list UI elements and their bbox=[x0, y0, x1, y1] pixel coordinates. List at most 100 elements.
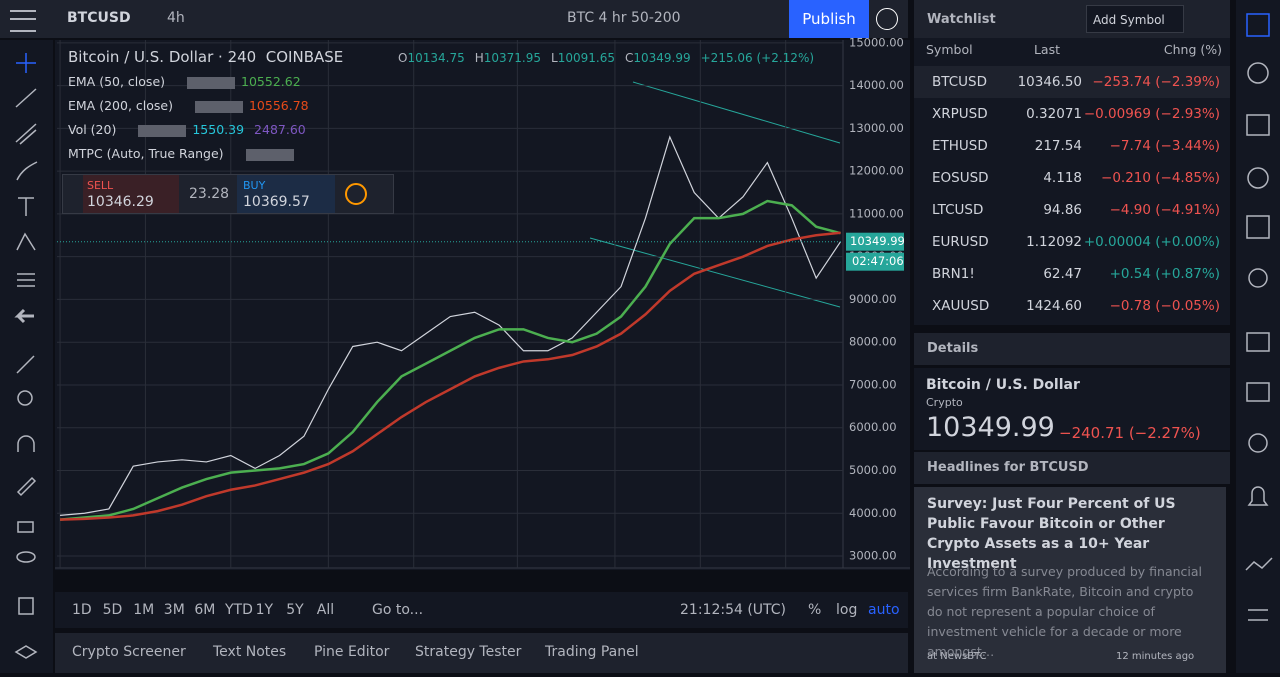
y-tick-label: 4000.00 bbox=[849, 506, 897, 520]
details-title: Details bbox=[927, 341, 979, 356]
symbol-name: Bitcoin / U.S. Dollar bbox=[68, 48, 214, 66]
watchlist-row[interactable]: EURUSD 1.12092 +0.00004 (+0.00%) bbox=[914, 226, 1230, 258]
right-icons bbox=[1245, 13, 1273, 621]
buy-label: BUY bbox=[243, 179, 266, 192]
watchlist-row[interactable]: BRN1! 62.47 +0.54 (+0.87%) bbox=[914, 258, 1230, 290]
tab[interactable]: Crypto Screener bbox=[72, 644, 186, 660]
column-header: Last bbox=[1033, 42, 1060, 57]
exchange: COINBASE bbox=[265, 48, 344, 66]
details-header: Details bbox=[914, 333, 1230, 365]
watchlist-row[interactable]: BTCUSD 10346.50 −253.74 (−2.39%) bbox=[914, 66, 1230, 98]
change: −0.00969 (−2.93%) bbox=[1083, 106, 1220, 122]
sell-button[interactable]: SELL 10346.29 bbox=[83, 175, 179, 213]
headline: Survey: Just Four Percent of US Public F… bbox=[927, 496, 1176, 572]
series-line bbox=[59, 199, 841, 521]
interval[interactable]: 4h bbox=[167, 10, 185, 26]
ohlc-value: 10349.99 bbox=[633, 51, 691, 65]
indicator: MTPC (Auto, True Range) bbox=[68, 146, 300, 161]
headline-body: According to a survey produced by financ… bbox=[927, 564, 1203, 659]
bottom-bar: Go to... 21:12:54 (UTC) % log auto 1D 5D 1… bbox=[55, 592, 908, 628]
range-button[interactable]: 5D bbox=[102, 602, 123, 618]
auto-toggle[interactable]: auto bbox=[868, 602, 900, 618]
last: 62.47 bbox=[1043, 266, 1082, 282]
range-button[interactable]: 1M bbox=[133, 602, 155, 618]
indicator-buttons bbox=[187, 76, 236, 89]
ohlc-key: C bbox=[624, 51, 634, 65]
publish-button[interactable]: Publish bbox=[789, 0, 869, 38]
chart-area: 3000.00 4000.00 5000.00 6000.00 7000.00 8000.… bbox=[55, 35, 910, 570]
tool-icons bbox=[14, 53, 38, 659]
watchlist-row[interactable]: XAUUSD 1424.60 −0.78 (−0.05%) bbox=[914, 290, 1230, 322]
buy-button[interactable]: BUY 10369.57 bbox=[237, 175, 335, 213]
watchlist-row[interactable]: XRPUSD 0.32071 −0.00969 (−2.93%) bbox=[914, 98, 1230, 130]
details-name: Bitcoin / U.S. Dollar bbox=[926, 377, 1080, 393]
indicator-name: EMA (200, close) bbox=[68, 98, 173, 113]
headline-source: at NewsBTC bbox=[927, 651, 987, 662]
range-button[interactable]: 1Y bbox=[255, 602, 274, 618]
change: −253.74 (−2.39%) bbox=[1092, 74, 1220, 90]
add-symbol[interactable]: Add Symbol bbox=[1086, 5, 1184, 33]
range-button[interactable]: 6M bbox=[194, 602, 216, 618]
channel-line bbox=[632, 81, 841, 144]
trade-panel: SELL 10346.29 23.28 BUY 10369.57 bbox=[62, 174, 394, 214]
details: Bitcoin / U.S. Dollar Crypto 10349.99 −2… bbox=[914, 368, 1230, 450]
y-tick-label: 11000.00 bbox=[849, 206, 904, 220]
ohlc-change: +215.06 (+2.12%) bbox=[700, 51, 815, 65]
indicator-name: MTPC (Auto, True Range) bbox=[68, 146, 224, 161]
chart-bg bbox=[55, 40, 910, 570]
top-bar: BTCUSD 4h BTC 4 hr 50-200 Publish bbox=[0, 0, 908, 38]
ohlc-value: 10371.95 bbox=[483, 51, 542, 65]
headline-card[interactable]: Survey: Just Four Percent of US Public F… bbox=[914, 487, 1226, 673]
column-header: Chng (%) bbox=[1163, 42, 1222, 57]
watchlist-row[interactable]: ETHUSD 217.54 −7.74 (−3.44%) bbox=[914, 130, 1230, 162]
goto[interactable]: Go to... bbox=[372, 602, 424, 618]
indicator-buttons bbox=[194, 100, 243, 113]
y-tick-label: 7000.00 bbox=[849, 377, 897, 391]
details-kind: Crypto bbox=[926, 396, 963, 409]
range-button[interactable]: 3M bbox=[163, 602, 185, 618]
replay-button[interactable] bbox=[876, 8, 898, 30]
ohlc-key: O bbox=[398, 51, 408, 65]
tab[interactable]: Pine Editor bbox=[314, 644, 390, 660]
watchlist-row[interactable]: EOSUSD 4.118 −0.210 (−4.85%) bbox=[914, 162, 1230, 194]
legend-title: Bitcoin / U.S. Dollar · 240 COINBASE bbox=[68, 48, 344, 66]
symbol[interactable]: BTCUSD bbox=[67, 10, 131, 26]
percent-toggle[interactable]: % bbox=[808, 602, 822, 618]
last: 94.86 bbox=[1043, 202, 1082, 218]
indicator-name: EMA (50, close) bbox=[68, 74, 166, 89]
symbol: XAUUSD bbox=[932, 298, 990, 314]
info-icon[interactable] bbox=[345, 183, 367, 205]
template[interactable]: BTC 4 hr 50-200 bbox=[567, 10, 681, 26]
last: 0.32071 bbox=[1026, 106, 1082, 122]
range-button[interactable]: 1D bbox=[72, 602, 92, 618]
tab[interactable]: Text Notes bbox=[213, 644, 287, 660]
series-line bbox=[59, 135, 842, 516]
ohlc-value: 10091.65 bbox=[557, 51, 615, 65]
price-tag-label: 10349.99 bbox=[850, 234, 905, 248]
indicator: EMA (200, close) 10556.78 bbox=[68, 98, 319, 113]
tab[interactable]: Strategy Tester bbox=[415, 644, 522, 660]
headlines-title: Headlines for BTCUSD bbox=[927, 460, 1089, 475]
sell-price: 10346.29 bbox=[87, 194, 154, 210]
y-tick-label: 13000.00 bbox=[849, 121, 904, 135]
range-button[interactable]: YTD bbox=[225, 602, 253, 618]
buy-price: 10369.57 bbox=[243, 194, 310, 210]
ohlc-key: L bbox=[551, 51, 558, 65]
series-line bbox=[60, 231, 841, 521]
last: 1.12092 bbox=[1026, 234, 1082, 250]
change: −4.90 (−4.91%) bbox=[1109, 202, 1220, 218]
spread: 23.28 bbox=[189, 186, 230, 202]
last: 1424.60 bbox=[1026, 298, 1082, 314]
indicator: EMA (50, close) 10552.62 bbox=[68, 74, 311, 89]
price-tag bbox=[846, 232, 904, 251]
y-tick-label: 8000.00 bbox=[849, 335, 897, 349]
watchlist-row[interactable]: LTCUSD 94.86 −4.90 (−4.91%) bbox=[914, 194, 1230, 226]
range-button[interactable]: 5Y bbox=[286, 602, 304, 618]
log-toggle[interactable]: log bbox=[836, 602, 858, 618]
column-header: Symbol bbox=[926, 42, 973, 57]
range-button[interactable]: All bbox=[316, 602, 335, 618]
menu-icon[interactable] bbox=[10, 10, 36, 32]
tab[interactable]: Trading Panel bbox=[545, 644, 639, 660]
y-tick-label: 12000.00 bbox=[849, 164, 904, 178]
